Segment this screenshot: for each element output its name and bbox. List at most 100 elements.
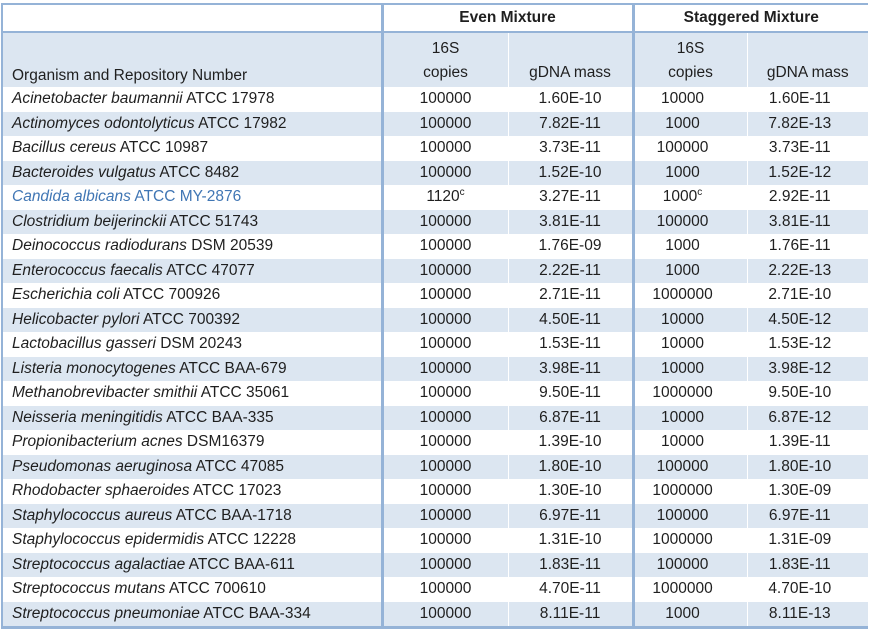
staggered-gdna-value: 1.30E-09 — [768, 482, 832, 500]
staggered-16s-value: 1000 — [665, 163, 700, 181]
even-gdna-mass-cell: 6.97E-11 — [508, 503, 634, 528]
organism-cell: Streptococcus pneumoniae ATCC BAA-334 — [2, 601, 382, 628]
organism-name: Methanobrevibacter smithii — [12, 384, 198, 402]
staggered-gdna-mass-cell: 1.53E-12 — [747, 332, 868, 357]
even-16s-value: 1120 — [426, 188, 460, 206]
staggered-gdna-mass-cell: 7.82E-13 — [747, 111, 869, 136]
staggered-16s-copies-cell: 100000 — [631, 503, 748, 528]
table-row: Pseudomonas aeruginosa ATCC 47085 100000… — [2, 454, 869, 479]
table-row: Lactobacillus gasseri DSM 20243 100000 1… — [2, 332, 868, 357]
staggered-16s-value: 10000 — [660, 310, 705, 328]
even-gdna-value: 9.50E-11 — [539, 384, 601, 402]
even-gdna-value: 1.39E-10 — [538, 433, 602, 451]
even-16s-value: 100000 — [419, 163, 472, 181]
staggered-gdna-mass-cell: 8.11E-13 — [747, 601, 869, 628]
staggered-16s-copies-cell: 10000 — [631, 356, 748, 381]
staggered-16s-copies-cell: 100000 — [631, 454, 748, 479]
organism-cell: Streptococcus mutans ATCC 700610 — [2, 577, 382, 602]
table-row: Escherichia coli ATCC 700926 100000 2.71… — [2, 283, 868, 308]
staggered-16s-copies-cell: 1000000 — [631, 381, 748, 406]
staggered-16s-copies-cell: 10000 — [631, 430, 748, 455]
staggered-gdna-mass-cell: 9.50E-10 — [747, 381, 868, 406]
even-gdna-mass-cell: 4.50E-11 — [508, 307, 634, 332]
table-row: Streptococcus pneumoniae ATCC BAA-334 10… — [2, 601, 869, 628]
even-16s-copies-cell: 100000 — [380, 552, 509, 577]
organism-cell: Bacillus cereus ATCC 10987 — [2, 136, 382, 161]
staggered-gdna-mass-cell: 1.83E-11 — [747, 552, 869, 577]
organism-name: Acinetobacter baumannii — [12, 90, 183, 108]
even-gdna-value: 1.52E-10 — [538, 163, 602, 181]
even-gdna-value: 8.11E-11 — [539, 604, 601, 622]
repository-number: ATCC 17978 — [186, 90, 275, 108]
staggered-gdna-value: 1.31E-09 — [768, 531, 832, 549]
staggered-gdna-value: 6.87E-12 — [768, 408, 832, 426]
staggered-gdna-value: 1.53E-12 — [768, 335, 832, 353]
even-16s-copies-cell: 100000 — [380, 283, 509, 308]
mixture-composition-table: Even Mixture Staggered Mixture Organism … — [1, 3, 869, 629]
even-16s-value: 100000 — [419, 457, 472, 475]
organism-name: Staphylococcus aureus — [12, 506, 173, 524]
repository-number: ATCC 700392 — [142, 310, 241, 328]
even-gdna-value: 1.30E-10 — [538, 482, 602, 500]
even-16s-value: 100000 — [419, 139, 472, 157]
even-gdna-mass-cell: 1.53E-11 — [508, 332, 633, 357]
even-gdna-mass-cell: 6.87E-11 — [508, 405, 634, 430]
organism-cell: Pseudomonas aeruginosa ATCC 47085 — [2, 454, 382, 479]
staggered-gdna-value: 1.60E-11 — [768, 90, 831, 108]
organism-column-header: Organism and Repository Number — [2, 32, 382, 87]
staggered-gdna-value: 4.70E-10 — [768, 580, 832, 598]
table-row: Streptococcus agalactiae ATCC BAA-611 10… — [2, 552, 869, 577]
staggered-16s-value: 1000000 — [652, 580, 713, 598]
repository-number: ATCC 35061 — [200, 384, 290, 402]
organism-cell: Escherichia coli ATCC 700926 — [2, 283, 382, 308]
even-16s-value: 100000 — [419, 384, 472, 402]
staggered-gdna-mass-cell: 6.97E-11 — [747, 503, 869, 528]
staggered-16s-value: 1000 — [665, 114, 700, 132]
staggered-16s-copies-cell: 1000000 — [631, 479, 748, 504]
staggered-gdna-value: 2.22E-13 — [768, 261, 832, 279]
organism-name: Clostridium beijerinckii — [12, 212, 167, 230]
even-16s-value: 100000 — [419, 433, 472, 451]
even-16s-copies-cell: 100000 — [380, 111, 509, 136]
staggered-16s-label: 16S — [676, 40, 705, 57]
even-gdna-mass-cell: 3.98E-11 — [508, 356, 634, 381]
organism-cell: Staphylococcus epidermidis ATCC 12228 — [2, 528, 382, 553]
even-gdna-value: 7.82E-11 — [539, 114, 601, 132]
staggered-16s-value: 10000 — [660, 408, 705, 426]
staggered-gdna-mass-cell: 4.50E-12 — [747, 307, 869, 332]
even-16s-copies-cell: 100000 — [380, 234, 509, 259]
organism-name: Lactobacillus gasseri — [12, 335, 156, 353]
even-gdna-mass-cell: 3.73E-11 — [508, 136, 633, 161]
table-row: Rhodobacter sphaeroides ATCC 17023 10000… — [2, 479, 868, 504]
staggered-gdna-mass-cell: 1.39E-11 — [747, 430, 868, 455]
table-row: Streptococcus mutans ATCC 700610 100000 … — [2, 577, 868, 602]
even-16s-value: 100000 — [419, 604, 472, 622]
staggered-gdna-mass-cell: 2.71E-10 — [747, 283, 868, 308]
staggered-gdna-mass-cell: 1.60E-11 — [747, 87, 868, 112]
organism-name: Bacillus cereus — [12, 139, 117, 157]
even-16s-value: 100000 — [419, 212, 472, 230]
even-16s-copies-cell: 100000 — [380, 528, 509, 553]
even-16s-value: 100000 — [419, 408, 472, 426]
even-gdna-mass-cell: 8.11E-11 — [508, 601, 634, 628]
repository-number: ATCC 47085 — [195, 457, 285, 475]
table-row: Listeria monocytogenes ATCC BAA-679 1000… — [2, 356, 869, 381]
staggered-gdna-mass-header: gDNA mass — [747, 32, 869, 87]
even-gdna-mass-cell: 1.76E-09 — [508, 234, 633, 259]
repository-number: ATCC 47077 — [166, 261, 255, 279]
organism-name: Actinomyces odontolyticus — [12, 114, 195, 132]
even-gdna-value: 2.22E-11 — [539, 261, 601, 279]
even-16s-value: 100000 — [419, 531, 472, 549]
organism-name: Propionibacterium acnes — [12, 433, 183, 451]
table-row: Deinococcus radiodurans DSM 20539 100000… — [2, 234, 868, 259]
even-16s-value: 100000 — [419, 335, 472, 353]
staggered-gdna-mass-cell: 1.80E-10 — [747, 454, 869, 479]
staggered-16s-copies-cell: 10000 — [631, 332, 748, 357]
staggered-16s-copies-cell: 1000c — [631, 185, 748, 210]
group-header-row: Even Mixture Staggered Mixture — [2, 4, 869, 33]
even-16s-copies-cell: 100000 — [380, 405, 509, 430]
staggered-gdna-value: 1.76E-11 — [768, 237, 831, 255]
table-row: Staphylococcus aureus ATCC BAA-1718 1000… — [2, 503, 869, 528]
even-gdna-mass-header: gDNA mass — [508, 32, 634, 87]
staggered-gdna-value: 1.39E-11 — [768, 433, 831, 451]
